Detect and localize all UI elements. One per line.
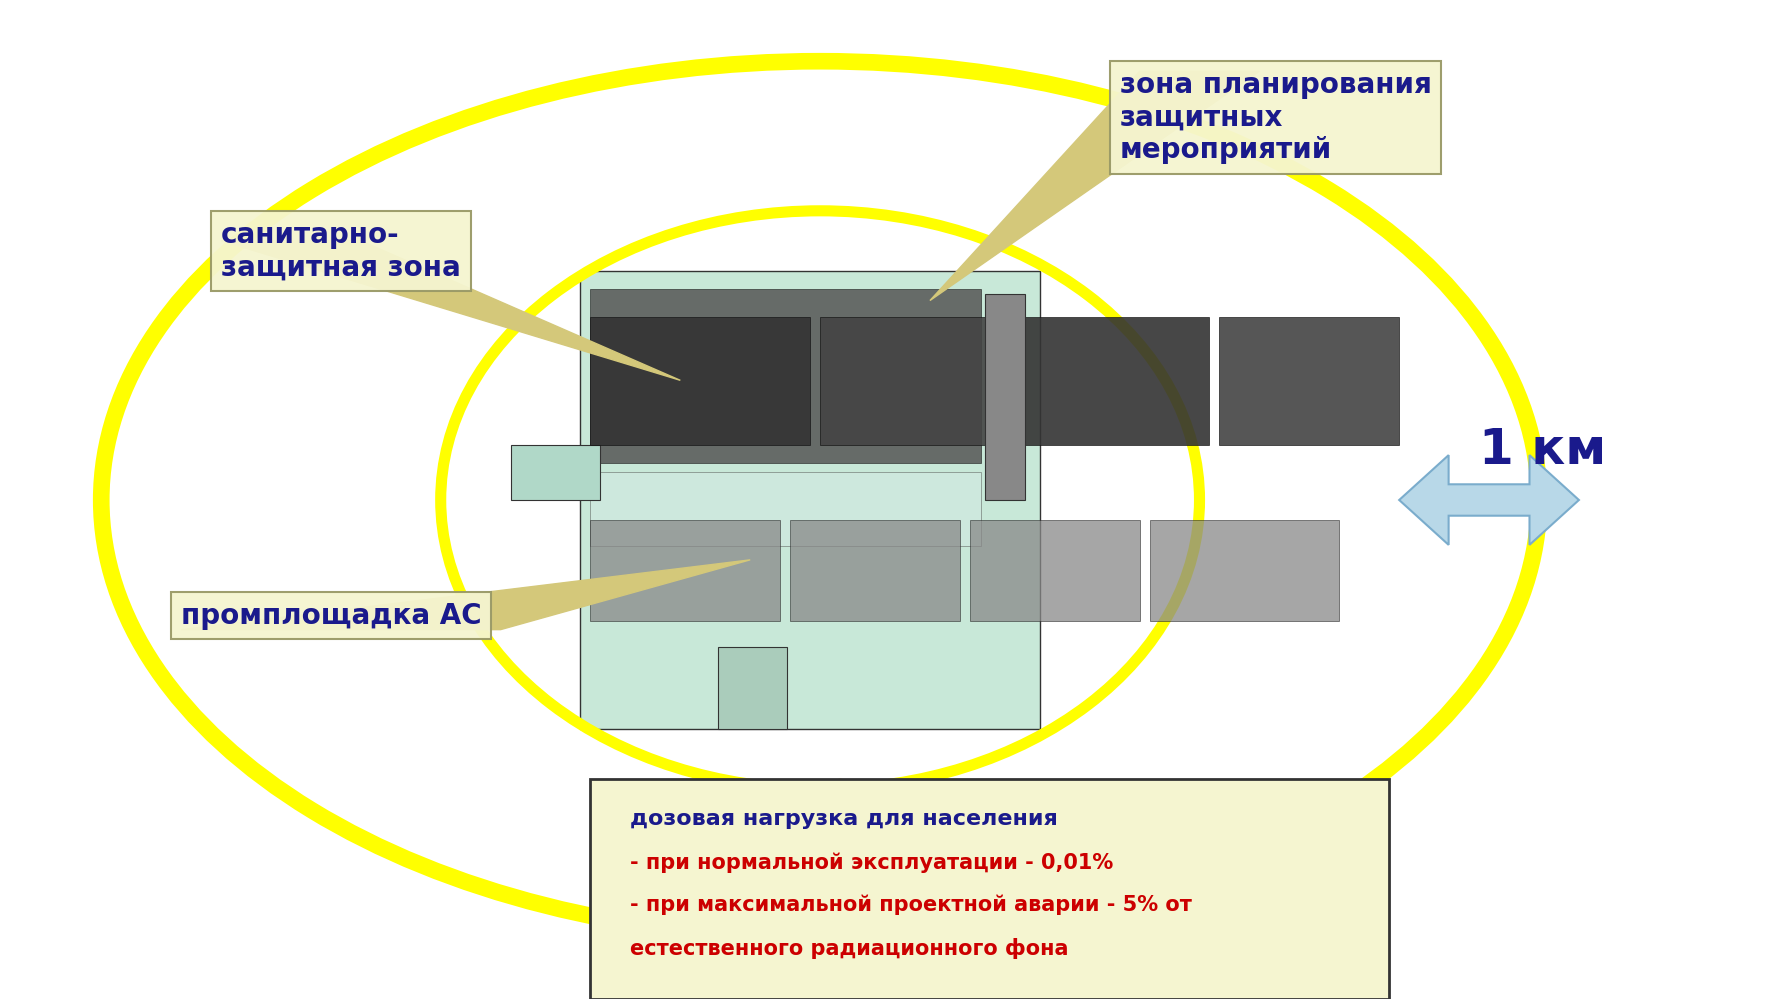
FancyBboxPatch shape	[1150, 520, 1340, 621]
FancyBboxPatch shape	[718, 647, 787, 729]
FancyBboxPatch shape	[1009, 317, 1210, 445]
Polygon shape	[1398, 455, 1580, 545]
FancyBboxPatch shape	[1219, 317, 1398, 445]
Text: естественного радиационного фона: естественного радиационного фона	[631, 938, 1070, 959]
Text: дозовая нагрузка для населения: дозовая нагрузка для населения	[631, 809, 1059, 829]
Text: санитарно-
защитная зона: санитарно- защитная зона	[220, 221, 460, 281]
FancyBboxPatch shape	[590, 289, 981, 463]
FancyBboxPatch shape	[581, 271, 1040, 729]
Polygon shape	[791, 779, 890, 789]
Text: - при максимальной проектной аварии - 5% от: - при максимальной проектной аварии - 5%…	[631, 895, 1192, 915]
Polygon shape	[181, 560, 750, 630]
FancyBboxPatch shape	[590, 472, 981, 546]
FancyBboxPatch shape	[791, 520, 960, 621]
Polygon shape	[220, 241, 681, 380]
FancyBboxPatch shape	[821, 317, 1000, 445]
Text: - при нормальной эксплуатации - 0,01%: - при нормальной эксплуатации - 0,01%	[631, 852, 1114, 873]
FancyBboxPatch shape	[510, 445, 601, 500]
Text: 1 км: 1 км	[1478, 426, 1606, 474]
Text: зона планирования
защитных
мероприятий: зона планирования защитных мероприятий	[1120, 71, 1432, 164]
Text: промплощадка АС: промплощадка АС	[181, 602, 482, 630]
FancyBboxPatch shape	[970, 520, 1139, 621]
FancyBboxPatch shape	[590, 520, 780, 621]
FancyBboxPatch shape	[984, 294, 1025, 500]
Polygon shape	[929, 71, 1260, 301]
FancyBboxPatch shape	[590, 317, 810, 445]
FancyBboxPatch shape	[590, 779, 1390, 999]
